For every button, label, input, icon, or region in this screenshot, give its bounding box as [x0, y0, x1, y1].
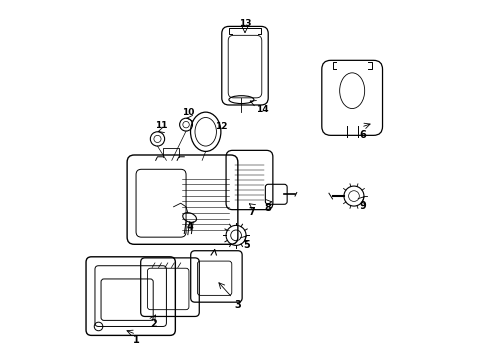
Text: 2: 2 — [150, 319, 157, 329]
Text: 14: 14 — [256, 105, 269, 114]
Text: 12: 12 — [215, 122, 227, 131]
Text: 8: 8 — [265, 203, 271, 213]
Text: 11: 11 — [155, 121, 167, 130]
Text: 4: 4 — [186, 222, 193, 232]
Text: 3: 3 — [234, 300, 241, 310]
Text: 10: 10 — [182, 108, 194, 117]
Text: 9: 9 — [359, 202, 366, 211]
Text: 13: 13 — [239, 19, 251, 28]
Text: 6: 6 — [359, 130, 366, 140]
Text: 7: 7 — [249, 207, 255, 217]
Text: 5: 5 — [243, 240, 250, 250]
Text: 1: 1 — [133, 336, 140, 345]
